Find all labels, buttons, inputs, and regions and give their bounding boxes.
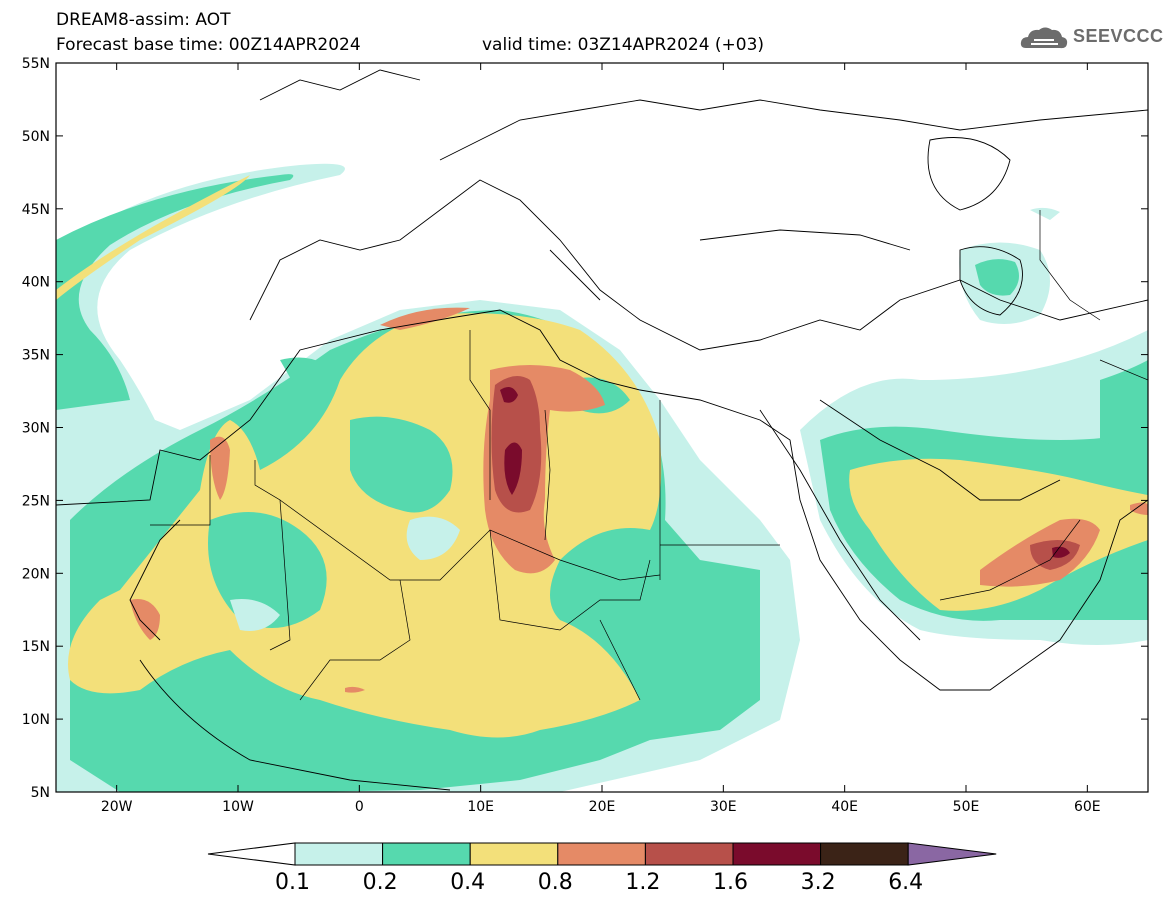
lat-tick-label: 20N	[22, 566, 50, 582]
colorbar-label: 1.2	[625, 870, 661, 895]
colorbar-label: 0.1	[275, 870, 310, 895]
lon-tick-label: 40E	[831, 799, 858, 815]
colorbar-label: 0.2	[362, 870, 398, 895]
colorbar-swatch	[644, 842, 734, 866]
aot-holes-light	[230, 516, 460, 631]
lat-tick-label: 10N	[22, 712, 50, 728]
colorbar-swatch	[469, 842, 559, 866]
lat-tick-label: 45N	[22, 202, 50, 218]
logo-text: SEEVCCC	[1073, 26, 1164, 46]
cloud-icon	[1020, 27, 1068, 49]
colorbar-swatch	[294, 842, 384, 866]
base-time: Forecast base time: 00Z14APR2024	[56, 35, 361, 55]
lat-tick-label: 5N	[31, 785, 50, 801]
lat-tick-label: 15N	[22, 639, 50, 655]
coastlines	[56, 69, 1148, 791]
lat-tick-label: 25N	[22, 493, 50, 509]
colorbar-label: 6.4	[888, 870, 924, 895]
lon-tick-label: 60E	[1074, 799, 1101, 815]
axis-ticks: 55N 50N 45N 40N 35N 30N 25N 20N 15N 10N 5N 20W 10W 0 1…	[22, 56, 1148, 815]
colorbar-label: 0.4	[450, 870, 486, 895]
lon-tick-label: 50E	[953, 799, 980, 815]
colorbar-swatch	[557, 842, 646, 866]
colorbar-label: 1.6	[713, 870, 748, 895]
lat-tick-label: 40N	[22, 275, 50, 291]
colorbar-label: 0.8	[537, 870, 573, 895]
lon-tick-label: 10E	[467, 799, 494, 815]
lat-tick-label: 55N	[22, 56, 50, 72]
country-borders	[150, 210, 1148, 701]
valid-time: valid time: 03Z14APR2024 (+03)	[482, 35, 765, 55]
colorbar-swatch	[382, 842, 471, 866]
lat-tick-label: 35N	[22, 348, 50, 364]
seevccc-logo: SEEVCCC	[1018, 22, 1163, 56]
lat-tick-label: 50N	[22, 129, 50, 145]
colorbar-min-arrow	[207, 842, 296, 866]
product-title: DREAM8-assim: AOT	[56, 10, 231, 30]
aot-band-1-6	[500, 386, 1070, 558]
colorbar-max-arrow	[907, 842, 997, 866]
lon-tick-label: 20E	[589, 799, 616, 815]
lon-tick-label: 30E	[710, 799, 737, 815]
colorbar-swatch	[820, 842, 909, 866]
colorbar-label: 3.2	[800, 870, 836, 895]
lon-tick-label: 10W	[222, 799, 254, 815]
lon-tick-label: 0	[355, 799, 364, 815]
lat-tick-label: 30N	[22, 421, 50, 437]
colorbar-swatch	[732, 842, 822, 866]
lon-tick-label: 20W	[101, 799, 133, 815]
